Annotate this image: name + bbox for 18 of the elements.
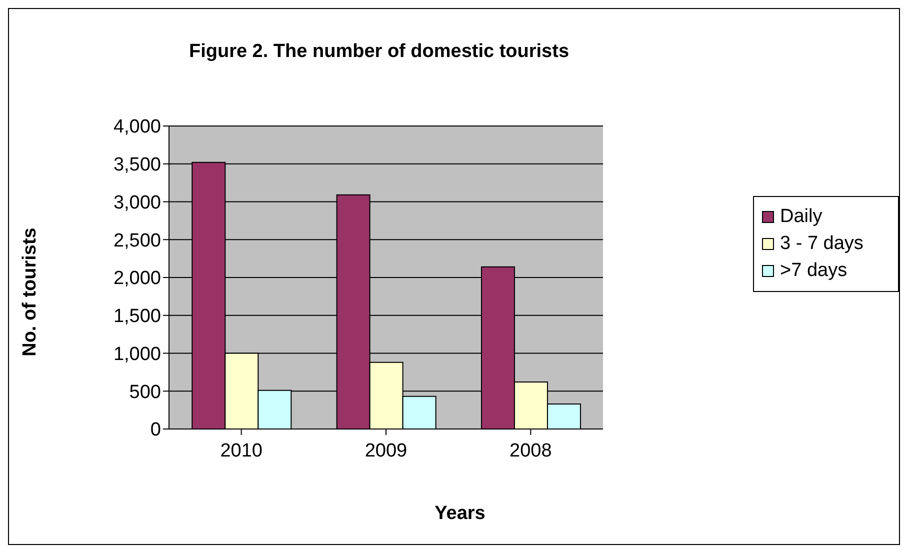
y-tick-label: 500 <box>129 382 161 403</box>
chart-title: Figure 2. The number of domestic tourists <box>188 41 570 63</box>
legend-label: Daily <box>780 206 822 228</box>
legend-label: 3 - 7 days <box>780 233 864 255</box>
y-tick-label: 1,000 <box>113 344 161 365</box>
x-tick-label: 2010 <box>220 440 262 462</box>
y-tick-label: 2,500 <box>113 230 161 252</box>
y-tick-label: 1,500 <box>113 306 161 328</box>
legend-label: >7 days <box>780 260 848 282</box>
x-tick-label: 2009 <box>364 440 408 462</box>
x-tick-label: 2008 <box>510 440 552 462</box>
x-axis-title: Years <box>434 503 486 525</box>
y-tick-label: 3,500 <box>113 154 161 176</box>
y-tick-label: 2,000 <box>113 268 161 290</box>
y-tick-label: 4,000 <box>113 116 161 138</box>
y-tick-label: 3,000 <box>113 192 161 214</box>
y-axis-title: No. of tourists <box>19 228 41 356</box>
y-tick-label: 0 <box>150 420 161 441</box>
